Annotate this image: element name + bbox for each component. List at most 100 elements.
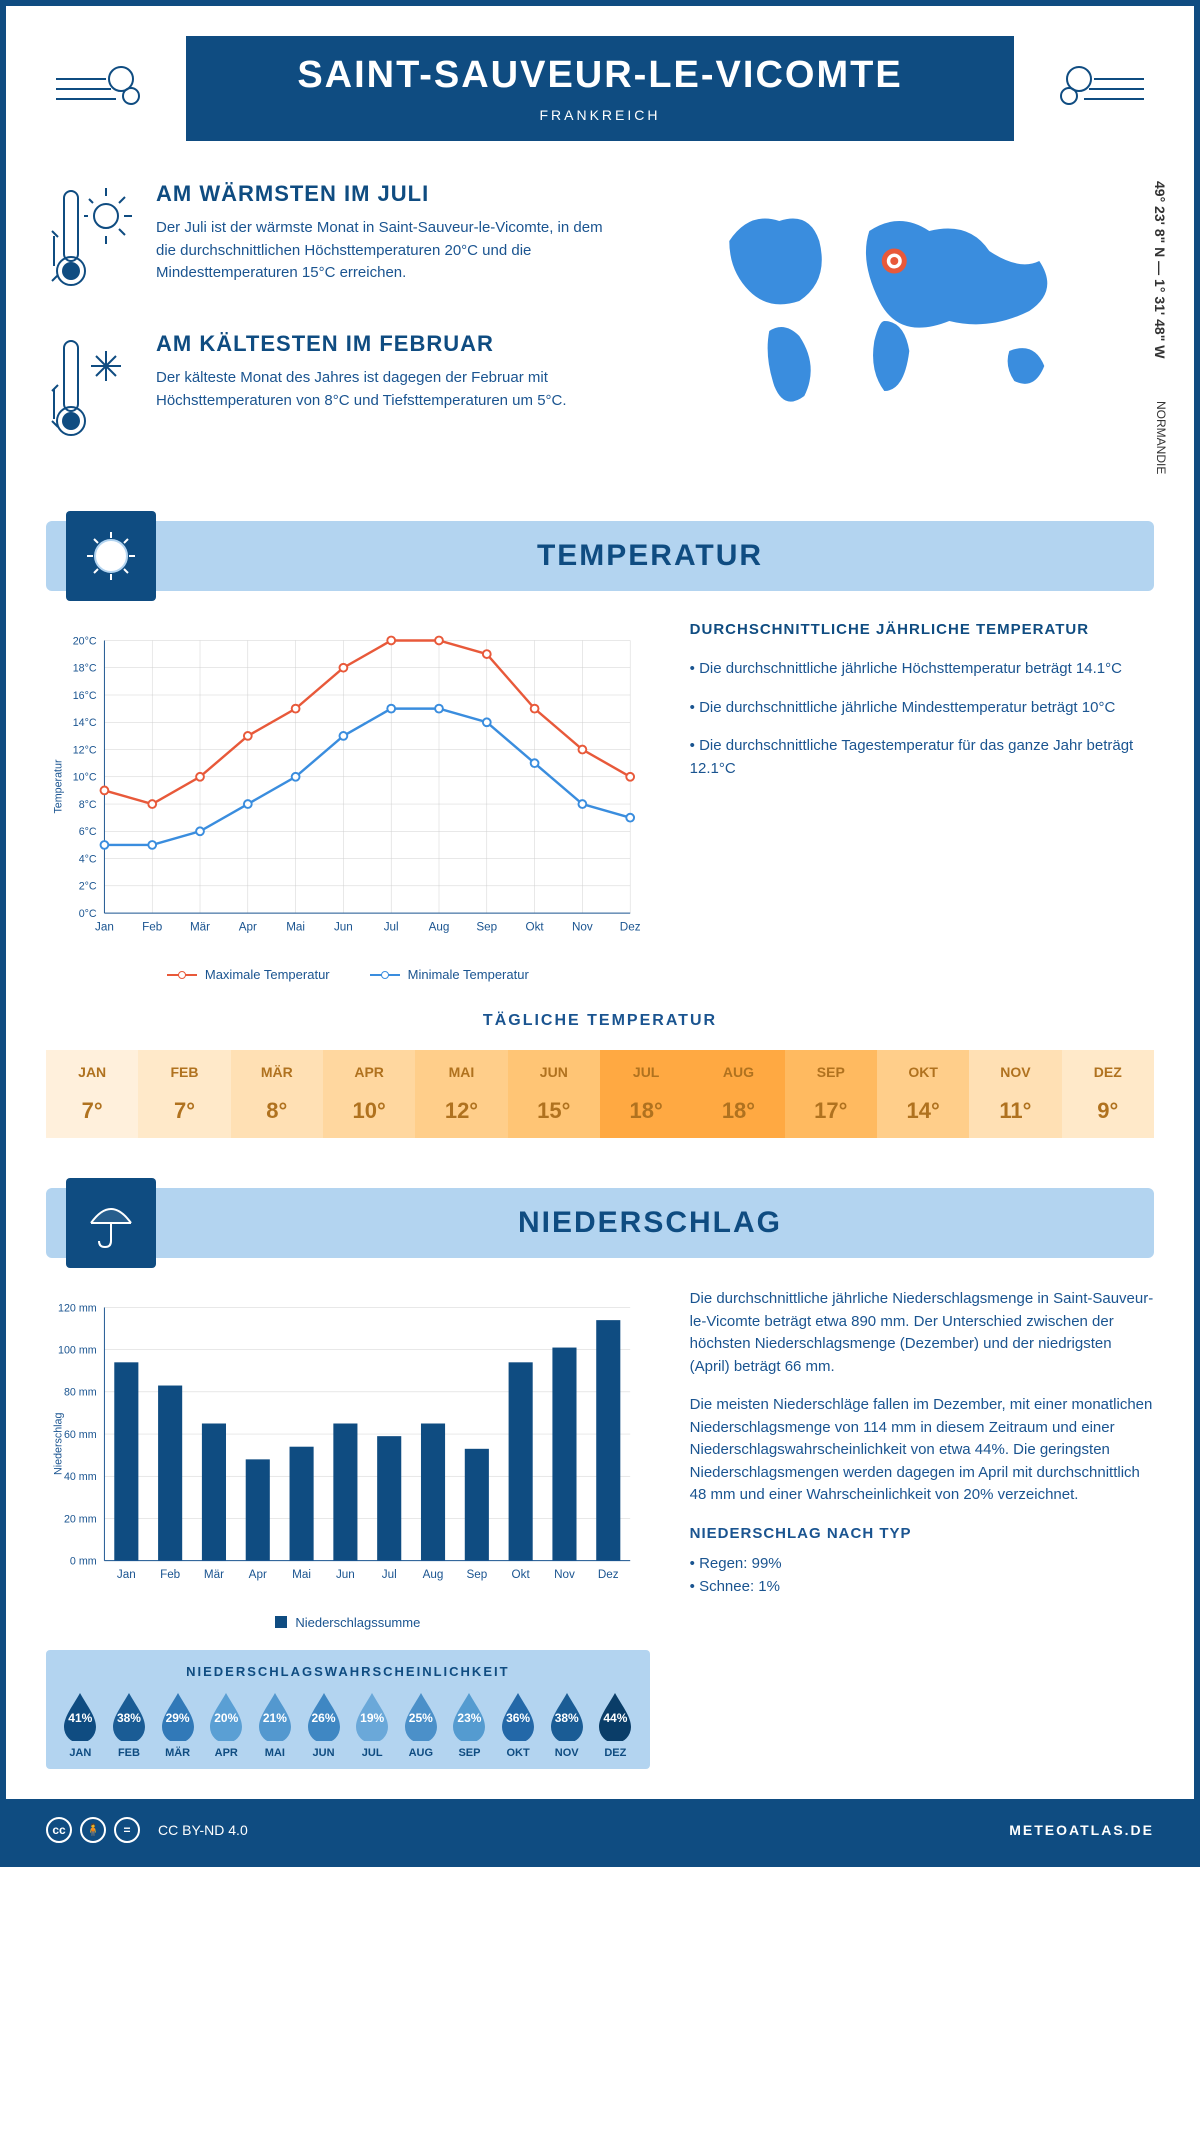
daily-temp-cell: JUL18°: [600, 1050, 692, 1138]
coldest-heading: AM KÄLTESTEN IM FEBRUAR: [156, 331, 605, 357]
license-text: CC BY-ND 4.0: [158, 1822, 248, 1838]
daily-temp-table: JAN7°FEB7°MÄR8°APR10°MAI12°JUN15°JUL18°A…: [46, 1050, 1154, 1138]
daily-temp-cell: MAI12°: [415, 1050, 507, 1138]
svg-text:Mai: Mai: [292, 1568, 311, 1581]
legend-min-label: Minimale Temperatur: [408, 967, 529, 982]
temp-bullet: • Die durchschnittliche jährliche Mindes…: [690, 697, 1154, 720]
legend-max-label: Maximale Temperatur: [205, 967, 330, 982]
daily-temp-cell: APR10°: [323, 1050, 415, 1138]
precip-prob-cell: 29%MÄR: [153, 1691, 202, 1759]
svg-text:2°C: 2°C: [79, 881, 97, 893]
precip-prob-cell: 38%NOV: [542, 1691, 591, 1759]
precip-prob-cell: 26%JUN: [299, 1691, 348, 1759]
warmest-heading: AM WÄRMSTEN IM JULI: [156, 181, 605, 207]
temp-side-heading: DURCHSCHNITTLICHE JÄHRLICHE TEMPERATUR: [690, 621, 1154, 638]
svg-text:Okt: Okt: [512, 1568, 531, 1581]
svg-text:Sep: Sep: [476, 921, 497, 934]
svg-text:Jan: Jan: [95, 921, 114, 934]
precip-prob-cell: 23%SEP: [445, 1691, 494, 1759]
svg-text:20°C: 20°C: [73, 635, 97, 647]
warmest-block: AM WÄRMSTEN IM JULI Der Juli ist der wär…: [46, 181, 605, 301]
legend-max: Maximale Temperatur: [167, 967, 330, 982]
svg-text:Jun: Jun: [334, 921, 353, 934]
legend-precip: Niederschlagssumme: [275, 1615, 420, 1630]
daily-temp-cell: MÄR8°: [231, 1050, 323, 1138]
legend-precip-label: Niederschlagssumme: [295, 1615, 420, 1630]
cc-icon: cc: [46, 1817, 72, 1843]
svg-text:Jan: Jan: [117, 1568, 136, 1581]
svg-text:Mai: Mai: [286, 921, 305, 934]
svg-text:8°C: 8°C: [79, 799, 97, 811]
svg-text:Dez: Dez: [620, 921, 641, 934]
svg-text:Apr: Apr: [249, 1568, 267, 1581]
temp-bullet: • Die durchschnittliche Tagestemperatur …: [690, 735, 1154, 780]
svg-text:0°C: 0°C: [79, 908, 97, 920]
precip-prob-cell: 20%APR: [202, 1691, 251, 1759]
svg-text:0 mm: 0 mm: [70, 1556, 97, 1568]
svg-text:12°C: 12°C: [73, 744, 97, 756]
svg-text:14°C: 14°C: [73, 717, 97, 729]
daily-temp-cell: SEP17°: [785, 1050, 877, 1138]
nd-icon: =: [114, 1817, 140, 1843]
svg-text:Okt: Okt: [526, 921, 545, 934]
svg-text:20 mm: 20 mm: [64, 1513, 97, 1525]
svg-text:Sep: Sep: [466, 1568, 487, 1581]
temperature-line-chart: 0°C 2°C 4°C 6°C 8°C 10°C 12°C 14°C 16°C 18°C 20°C J…: [46, 621, 650, 982]
footer-brand: METEOATLAS.DE: [1009, 1822, 1154, 1838]
svg-text:100 mm: 100 mm: [58, 1345, 97, 1357]
precip-probability-box: NIEDERSCHLAGSWAHRSCHEINLICHKEIT 41%JAN38…: [46, 1650, 650, 1769]
svg-text:80 mm: 80 mm: [64, 1387, 97, 1399]
section-header-temperature: TEMPERATUR: [46, 521, 1154, 591]
precip-prob-cell: 25%AUG: [396, 1691, 445, 1759]
svg-text:Apr: Apr: [239, 921, 257, 934]
svg-text:Feb: Feb: [142, 921, 162, 934]
precipitation-bar-chart: 0 mm 20 mm 40 mm 60 mm 80 mm 100 mm 120 mm Jan F…: [46, 1288, 650, 1600]
svg-text:Mär: Mär: [204, 1568, 224, 1581]
precip-prob-cell: 19%JUL: [348, 1691, 397, 1759]
svg-text:Jul: Jul: [382, 1568, 397, 1581]
coldest-body: Der kälteste Monat des Jahres ist dagege…: [156, 367, 605, 412]
svg-text:120 mm: 120 mm: [58, 1302, 97, 1314]
umbrella-icon: [81, 1193, 141, 1253]
section-header-precipitation: NIEDERSCHLAG: [46, 1188, 1154, 1258]
temp-bullet: • Die durchschnittliche jährliche Höchst…: [690, 658, 1154, 681]
svg-text:Feb: Feb: [160, 1568, 180, 1581]
precip-prob-cell: 38%FEB: [105, 1691, 154, 1759]
svg-text:Aug: Aug: [429, 921, 450, 934]
wind-icon-left: [46, 54, 156, 124]
svg-text:40 mm: 40 mm: [64, 1471, 97, 1483]
sun-icon: [81, 526, 141, 586]
daily-temp-heading: TÄGLICHE TEMPERATUR: [46, 1012, 1154, 1030]
svg-text:4°C: 4°C: [79, 853, 97, 865]
precip-prob-cell: 44%DEZ: [591, 1691, 640, 1759]
wind-icon-right: [1044, 54, 1154, 124]
thermometer-snow-icon: [46, 331, 136, 451]
svg-text:16°C: 16°C: [73, 690, 97, 702]
svg-text:10°C: 10°C: [73, 772, 97, 784]
svg-text:Nov: Nov: [572, 921, 593, 934]
precip-prob-heading: NIEDERSCHLAGSWAHRSCHEINLICHKEIT: [56, 1664, 640, 1679]
footer: cc 🧍 = CC BY-ND 4.0 METEOATLAS.DE: [6, 1799, 1194, 1861]
svg-text:Jul: Jul: [384, 921, 399, 934]
svg-text:18°C: 18°C: [73, 663, 97, 675]
precip-type-heading: NIEDERSCHLAG NACH TYP: [690, 1523, 1154, 1546]
section-title-temperature: TEMPERATUR: [176, 539, 1124, 573]
svg-text:Temperatur: Temperatur: [53, 759, 65, 813]
daily-temp-cell: JAN7°: [46, 1050, 138, 1138]
precip-prob-cell: 21%MAI: [251, 1691, 300, 1759]
header-banner: SAINT-SAUVEUR-LE-VICOMTE FRANKREICH: [46, 36, 1154, 141]
svg-text:60 mm: 60 mm: [64, 1429, 97, 1441]
svg-text:6°C: 6°C: [79, 826, 97, 838]
coldest-block: AM KÄLTESTEN IM FEBRUAR Der kälteste Mon…: [46, 331, 605, 451]
svg-text:Dez: Dez: [598, 1568, 619, 1581]
precip-prob-cell: 41%JAN: [56, 1691, 105, 1759]
daily-temp-cell: NOV11°: [969, 1050, 1061, 1138]
by-icon: 🧍: [80, 1817, 106, 1843]
daily-temp-cell: AUG18°: [692, 1050, 784, 1138]
page-title: SAINT-SAUVEUR-LE-VICOMTE: [236, 54, 964, 97]
daily-temp-cell: JUN15°: [508, 1050, 600, 1138]
precip-para-1: Die durchschnittliche jährliche Niedersc…: [690, 1288, 1154, 1378]
world-map: [645, 181, 1154, 421]
precip-para-2: Die meisten Niederschläge fallen im Deze…: [690, 1394, 1154, 1507]
daily-temp-cell: OKT14°: [877, 1050, 969, 1138]
